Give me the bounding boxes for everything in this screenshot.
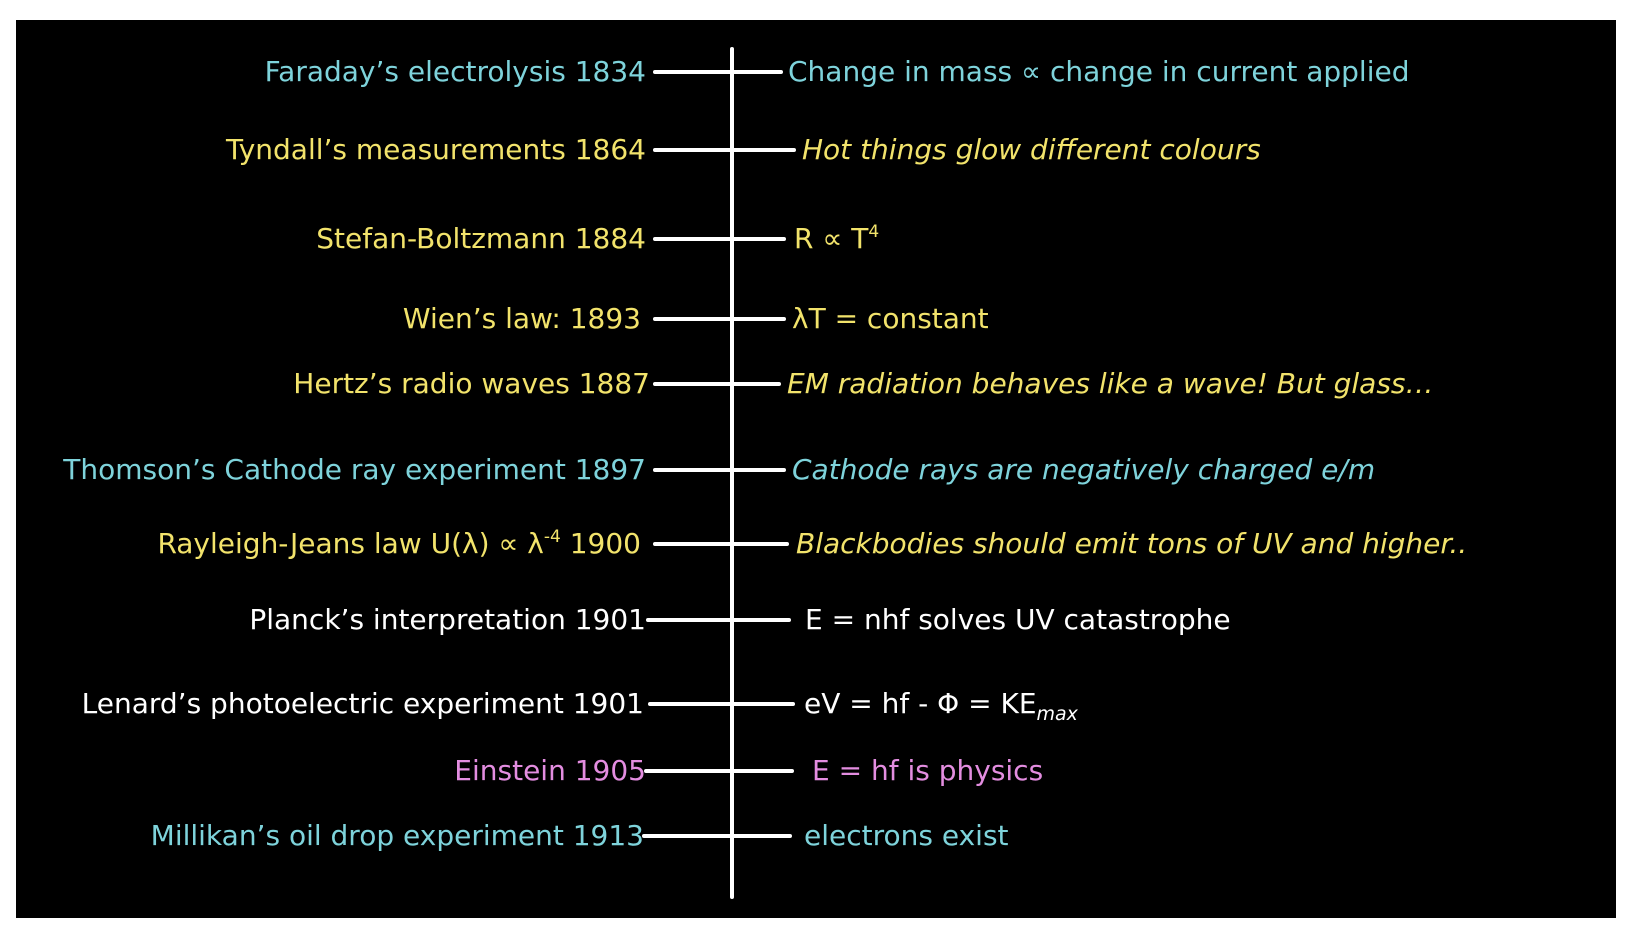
superscript-four: 4 — [868, 222, 880, 242]
result-label-stefan-boltzmann: R ∝ T4 — [794, 219, 879, 259]
tick-rayleigh-jeans — [653, 542, 789, 546]
subscript-max: max — [1036, 703, 1078, 725]
tick-planck — [646, 618, 791, 622]
timeline-row-rayleigh-jeans: Rayleigh-Jeans law U(λ) ∝ λ-4 1900 Black… — [16, 524, 1616, 564]
timeline-row-hertz: Hertz’s radio waves 1887 EM radiation be… — [16, 364, 1616, 404]
tick-faraday — [653, 70, 783, 74]
result-label-wien: λT = constant — [792, 302, 989, 335]
result-label-hertz: EM radiation behaves like a wave! But gl… — [787, 367, 1434, 400]
result-label-tyndall: Hot things glow different colours — [802, 133, 1261, 166]
timeline-axis — [730, 47, 734, 899]
tick-millikan — [642, 834, 792, 838]
tick-tyndall — [653, 148, 796, 152]
event-label-thomson: Thomson’s Cathode ray experiment 1897 — [63, 453, 646, 486]
superscript-minus-four: -4 — [543, 527, 561, 547]
event-label-stefan-boltzmann: Stefan-Boltzmann 1884 — [316, 222, 646, 255]
result-label-rayleigh-jeans: Blackbodies should emit tons of UV and h… — [796, 527, 1468, 560]
timeline-row-tyndall: Tyndall’s measurements 1864 Hot things g… — [16, 130, 1616, 170]
slide-canvas: Faraday’s electrolysis 1834 Change in ma… — [16, 20, 1616, 918]
event-label-tyndall: Tyndall’s measurements 1864 — [225, 133, 646, 166]
result-text-lenard: eV = hf - Φ = KE — [804, 687, 1037, 720]
result-label-faraday: Change in mass ∝ change in current appli… — [788, 55, 1410, 88]
timeline-row-thomson: Thomson’s Cathode ray experiment 1897 Ca… — [16, 450, 1616, 490]
timeline-row-faraday: Faraday’s electrolysis 1834 Change in ma… — [16, 52, 1616, 92]
event-text-rayleigh-jeans: Rayleigh-Jeans law U(λ) ∝ λ — [157, 527, 544, 560]
tick-hertz — [653, 382, 781, 386]
event-label-wien: Wien’s law: 1893 — [402, 302, 641, 335]
event-year-rayleigh-jeans: 1900 — [560, 527, 641, 560]
timeline-row-millikan: Millikan’s oil drop experiment 1913 elec… — [16, 816, 1616, 856]
event-label-planck: Planck’s interpretation 1901 — [249, 603, 646, 636]
result-label-millikan: electrons exist — [804, 819, 1009, 852]
tick-stefan-boltzmann — [653, 237, 786, 241]
timeline-row-wien: Wien’s law: 1893 λT = constant — [16, 299, 1616, 339]
result-label-thomson: Cathode rays are negatively charged e/m — [792, 453, 1376, 486]
tick-lenard — [648, 702, 795, 706]
tick-thomson — [653, 468, 786, 472]
result-label-einstein: E = hf is physics — [812, 754, 1044, 787]
event-label-lenard: Lenard’s photoelectric experiment 1901 — [81, 687, 644, 720]
result-text-stefan-boltzmann: R ∝ T — [794, 222, 869, 255]
tick-einstein — [644, 769, 794, 773]
timeline-row-lenard: Lenard’s photoelectric experiment 1901 e… — [16, 684, 1616, 724]
event-label-millikan: Millikan’s oil drop experiment 1913 — [150, 819, 644, 852]
event-label-rayleigh-jeans: Rayleigh-Jeans law U(λ) ∝ λ-4 1900 — [157, 524, 641, 564]
result-label-lenard: eV = hf - Φ = KEmax — [804, 684, 1078, 724]
timeline-row-stefan-boltzmann: Stefan-Boltzmann 1884 R ∝ T4 — [16, 219, 1616, 259]
result-label-planck: E = nhf solves UV catastrophe — [805, 603, 1231, 636]
timeline-row-einstein: Einstein 1905 E = hf is physics — [16, 751, 1616, 791]
timeline-row-planck: Planck’s interpretation 1901 E = nhf sol… — [16, 600, 1616, 640]
tick-wien — [653, 317, 786, 321]
event-label-hertz: Hertz’s radio waves 1887 — [293, 367, 650, 400]
event-label-einstein: Einstein 1905 — [454, 754, 646, 787]
event-label-faraday: Faraday’s electrolysis 1834 — [264, 55, 646, 88]
